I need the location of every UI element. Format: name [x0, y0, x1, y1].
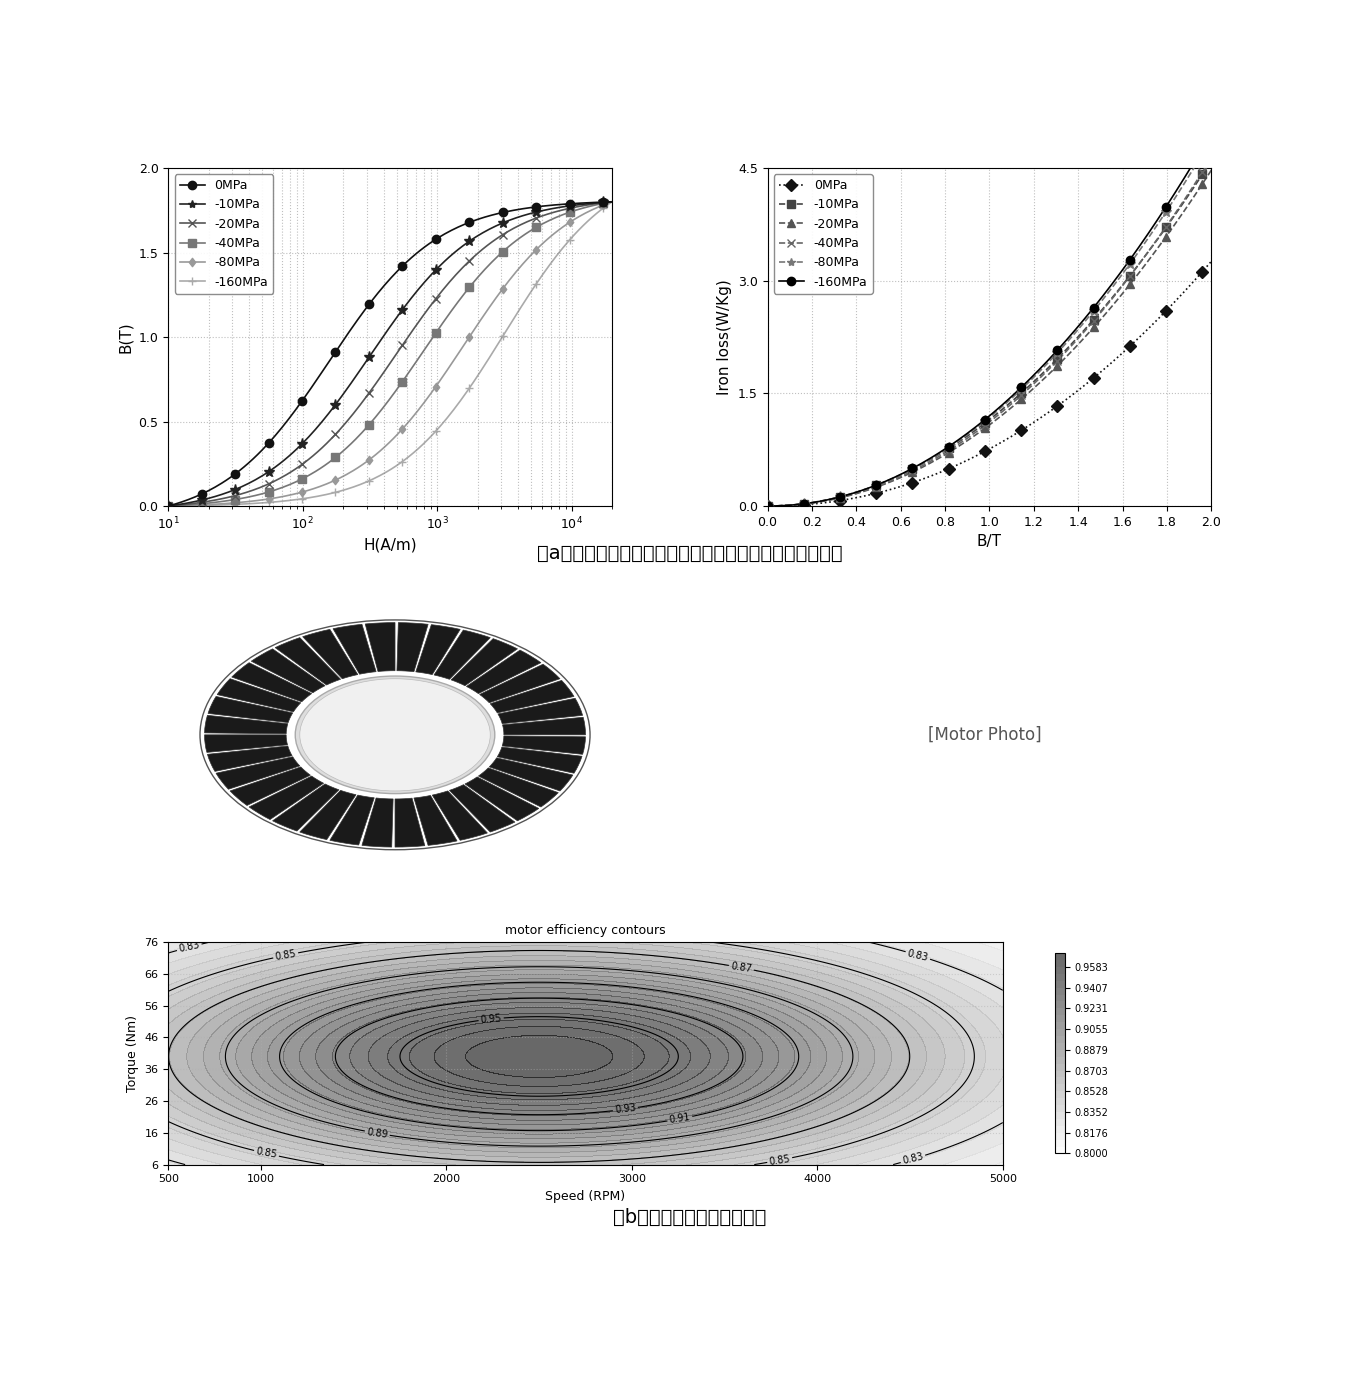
Wedge shape — [394, 798, 425, 847]
Legend: 0MPa, -10MPa, -20MPa, -40MPa, -80MPa, -160MPa: 0MPa, -10MPa, -20MPa, -40MPa, -80MPa, -1… — [175, 174, 273, 294]
Wedge shape — [490, 757, 573, 791]
Wedge shape — [467, 650, 541, 693]
Wedge shape — [450, 784, 516, 832]
Wedge shape — [205, 715, 288, 734]
X-axis label: Speed (RPM): Speed (RPM) — [545, 1190, 626, 1203]
Y-axis label: B(T): B(T) — [118, 321, 133, 353]
Wedge shape — [217, 679, 300, 711]
Wedge shape — [498, 699, 583, 724]
Wedge shape — [490, 680, 573, 713]
Text: （b）中科院电工所非晶电机: （b）中科院电工所非晶电机 — [614, 1208, 766, 1228]
Text: 0.87: 0.87 — [730, 962, 752, 974]
Text: 0.95: 0.95 — [481, 1014, 502, 1025]
Wedge shape — [479, 664, 560, 703]
Wedge shape — [252, 648, 324, 693]
Wedge shape — [230, 767, 311, 805]
Wedge shape — [416, 624, 460, 675]
Wedge shape — [215, 757, 300, 790]
Wedge shape — [397, 623, 428, 672]
Text: 0.83: 0.83 — [178, 941, 201, 955]
Y-axis label: Iron loss(W/Kg): Iron loss(W/Kg) — [717, 279, 732, 395]
Text: 0.83: 0.83 — [902, 1152, 925, 1166]
Wedge shape — [330, 795, 374, 846]
Wedge shape — [273, 784, 339, 832]
Wedge shape — [365, 623, 394, 672]
Y-axis label: Torque (Nm): Torque (Nm) — [125, 1015, 139, 1092]
Text: 0.85: 0.85 — [254, 1147, 279, 1161]
Wedge shape — [478, 767, 559, 806]
Wedge shape — [205, 735, 288, 752]
Wedge shape — [433, 630, 490, 679]
Text: 0.85: 0.85 — [275, 949, 297, 962]
Text: [Motor Photo]: [Motor Photo] — [927, 725, 1042, 743]
Wedge shape — [207, 746, 292, 771]
Text: 0.83: 0.83 — [906, 948, 930, 963]
Legend: 0MPa, -10MPa, -20MPa, -40MPa, -80MPa, -160MPa: 0MPa, -10MPa, -20MPa, -40MPa, -80MPa, -1… — [774, 174, 872, 294]
Wedge shape — [415, 795, 458, 846]
Wedge shape — [300, 791, 355, 840]
Text: 0.89: 0.89 — [366, 1127, 389, 1140]
Wedge shape — [232, 662, 312, 701]
Text: 0.85: 0.85 — [769, 1154, 791, 1166]
Wedge shape — [332, 624, 376, 675]
X-axis label: B/T: B/T — [977, 535, 1001, 549]
Text: （a）不同应力下的磁感变化与不同应力下的铁耗变化曲线: （a）不同应力下的磁感变化与不同应力下的铁耗变化曲线 — [537, 545, 843, 563]
Wedge shape — [209, 696, 292, 722]
Title: motor efficiency contours: motor efficiency contours — [505, 924, 666, 937]
Text: 0.91: 0.91 — [669, 1112, 690, 1126]
Wedge shape — [249, 776, 323, 819]
Wedge shape — [497, 748, 581, 773]
Wedge shape — [432, 791, 487, 840]
Wedge shape — [502, 717, 586, 735]
Wedge shape — [275, 637, 341, 685]
Wedge shape — [303, 630, 358, 679]
Wedge shape — [362, 798, 393, 847]
X-axis label: H(A/m): H(A/m) — [363, 538, 417, 553]
Wedge shape — [502, 736, 586, 755]
Circle shape — [300, 679, 490, 791]
Wedge shape — [464, 777, 538, 820]
Circle shape — [295, 676, 495, 794]
Text: 0.93: 0.93 — [614, 1103, 637, 1116]
Wedge shape — [451, 638, 517, 686]
